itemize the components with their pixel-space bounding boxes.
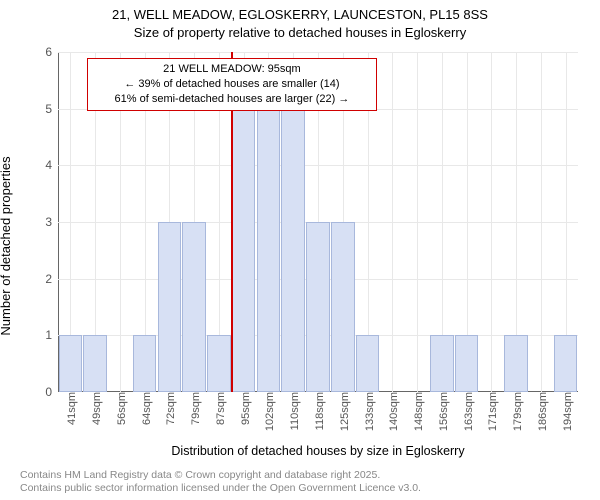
callout-box: 21 WELL MEADOW: 95sqm← 39% of detached h…: [87, 58, 377, 111]
title-line2: Size of property relative to detached ho…: [0, 24, 600, 42]
gridline-v: [417, 52, 418, 392]
bar: [554, 335, 578, 392]
bar: [182, 222, 206, 392]
x-tick-label: 133sqm: [360, 392, 376, 431]
y-tick-label: 0: [45, 385, 58, 399]
x-tick-label: 49sqm: [87, 392, 103, 425]
bar: [306, 222, 330, 392]
x-tick-label: 163sqm: [459, 392, 475, 431]
x-tick-label: 110sqm: [285, 392, 301, 430]
gridline-v: [491, 52, 492, 392]
gridline-v: [392, 52, 393, 392]
x-tick-label: 148sqm: [409, 392, 425, 431]
footnote: Contains HM Land Registry data © Crown c…: [20, 469, 421, 496]
footnote-line2: Contains public sector information licen…: [20, 482, 421, 496]
bar: [158, 222, 182, 392]
x-tick-label: 95sqm: [236, 392, 252, 425]
bar: [430, 335, 454, 392]
callout-line1: 21 WELL MEADOW: 95sqm: [96, 62, 368, 77]
y-tick-label: 3: [45, 215, 58, 229]
x-tick-label: 140sqm: [384, 392, 400, 431]
bar: [331, 222, 355, 392]
gridline-v: [541, 52, 542, 392]
callout-line3: 61% of semi-detached houses are larger (…: [96, 92, 368, 107]
x-tick-label: 179sqm: [508, 392, 524, 431]
x-tick-label: 72sqm: [161, 392, 177, 425]
x-tick-label: 118sqm: [310, 392, 326, 430]
y-tick-label: 5: [45, 102, 58, 116]
chart-title: 21, WELL MEADOW, EGLOSKERRY, LAUNCESTON,…: [0, 0, 600, 41]
bar: [207, 335, 231, 392]
title-line1: 21, WELL MEADOW, EGLOSKERRY, LAUNCESTON,…: [0, 6, 600, 24]
chart-area: Number of detached properties Distributi…: [0, 46, 600, 446]
x-tick-label: 41sqm: [62, 392, 78, 425]
bar: [232, 109, 256, 392]
x-tick-label: 194sqm: [558, 392, 574, 431]
bar: [59, 335, 83, 392]
x-axis-label: Distribution of detached houses by size …: [58, 444, 578, 458]
bar: [257, 109, 281, 392]
x-tick-label: 186sqm: [533, 392, 549, 431]
bar: [83, 335, 107, 392]
y-tick-label: 4: [45, 158, 58, 172]
y-tick-label: 1: [45, 328, 58, 342]
footnote-line1: Contains HM Land Registry data © Crown c…: [20, 469, 421, 483]
x-tick-label: 56sqm: [112, 392, 128, 425]
bar: [356, 335, 380, 392]
x-tick-label: 79sqm: [186, 392, 202, 425]
x-tick-label: 125sqm: [335, 392, 351, 431]
bar: [504, 335, 528, 392]
bar: [281, 109, 305, 392]
plot-area: Distribution of detached houses by size …: [58, 52, 578, 392]
x-tick-label: 156sqm: [434, 392, 450, 431]
y-tick-label: 2: [45, 272, 58, 286]
x-tick-label: 102sqm: [260, 392, 276, 431]
x-tick-label: 87sqm: [211, 392, 227, 425]
x-tick-label: 171sqm: [483, 392, 499, 431]
x-tick-label: 64sqm: [137, 392, 153, 425]
bar: [455, 335, 479, 392]
bar: [133, 335, 157, 392]
y-tick-label: 6: [45, 45, 58, 59]
callout-line2: ← 39% of detached houses are smaller (14…: [96, 77, 368, 92]
